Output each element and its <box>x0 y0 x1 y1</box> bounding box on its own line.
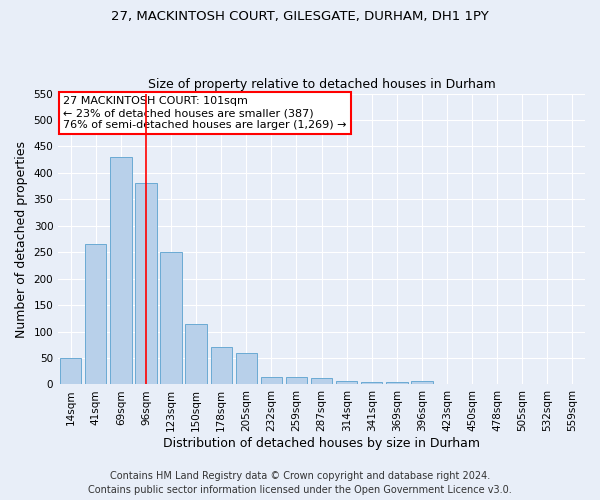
Bar <box>286 376 307 384</box>
Bar <box>85 244 106 384</box>
Text: 27, MACKINTOSH COURT, GILESGATE, DURHAM, DH1 1PY: 27, MACKINTOSH COURT, GILESGATE, DURHAM,… <box>111 10 489 23</box>
Y-axis label: Number of detached properties: Number of detached properties <box>15 140 28 338</box>
Bar <box>236 352 257 384</box>
X-axis label: Distribution of detached houses by size in Durham: Distribution of detached houses by size … <box>163 437 480 450</box>
Text: 27 MACKINTOSH COURT: 101sqm
← 23% of detached houses are smaller (387)
76% of se: 27 MACKINTOSH COURT: 101sqm ← 23% of det… <box>64 96 347 130</box>
Bar <box>185 324 207 384</box>
Bar <box>261 376 282 384</box>
Bar <box>361 382 382 384</box>
Bar <box>311 378 332 384</box>
Bar <box>60 358 82 384</box>
Text: Contains HM Land Registry data © Crown copyright and database right 2024.
Contai: Contains HM Land Registry data © Crown c… <box>88 471 512 495</box>
Bar <box>386 382 407 384</box>
Bar <box>411 382 433 384</box>
Bar <box>211 348 232 385</box>
Bar <box>136 184 157 384</box>
Title: Size of property relative to detached houses in Durham: Size of property relative to detached ho… <box>148 78 496 91</box>
Bar <box>110 157 131 384</box>
Bar <box>336 381 358 384</box>
Bar <box>160 252 182 384</box>
